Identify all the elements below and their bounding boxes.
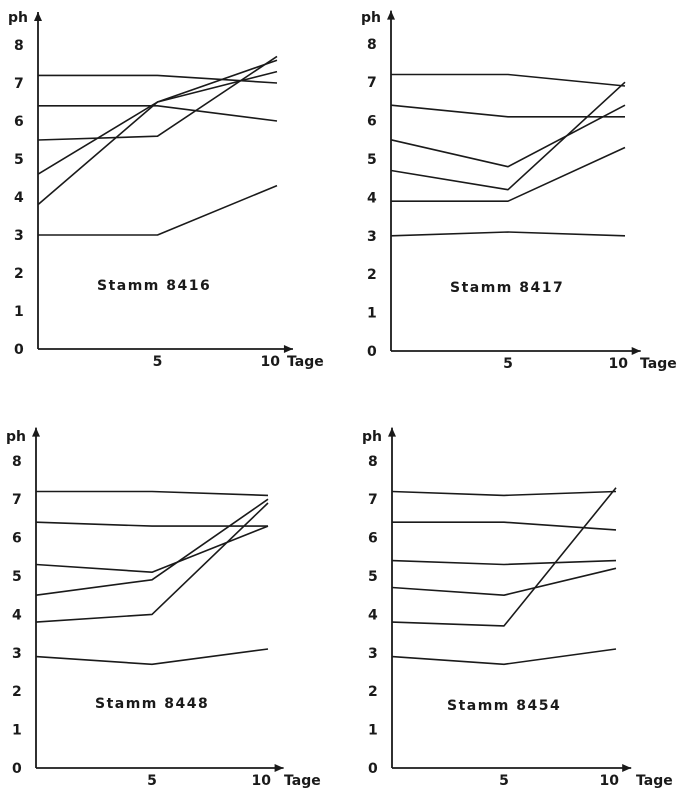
series-line bbox=[36, 490, 269, 497]
series-line bbox=[391, 648, 617, 666]
series-line bbox=[37, 70, 278, 175]
series-line bbox=[35, 502, 269, 623]
chart-title: Stamm 8416 bbox=[97, 278, 211, 294]
x-tick-label: 10 bbox=[261, 354, 281, 370]
y-tick-label: 3 bbox=[12, 646, 22, 662]
x-tick-label: 10 bbox=[609, 356, 629, 372]
y-tick-label: 7 bbox=[14, 76, 24, 92]
x-tick-label: 10 bbox=[600, 773, 620, 788]
y-tick-label: 4 bbox=[14, 190, 24, 206]
y-tick-label: 7 bbox=[367, 75, 377, 91]
y-tick-label: 0 bbox=[367, 344, 377, 360]
series-line bbox=[391, 559, 617, 566]
x-axis-arrow bbox=[622, 764, 632, 772]
y-tick-label: 1 bbox=[12, 723, 22, 739]
y-tick-label: 5 bbox=[12, 569, 22, 585]
x-tick-label: 5 bbox=[147, 773, 157, 788]
y-axis-arrow bbox=[34, 12, 42, 21]
x-tick-label: 5 bbox=[503, 356, 513, 372]
series-line bbox=[391, 490, 617, 497]
y-tick-label: 4 bbox=[367, 190, 377, 206]
x-tick-label: 5 bbox=[153, 354, 163, 370]
y-tick-label: 8 bbox=[12, 454, 22, 470]
y-tick-label: 5 bbox=[14, 152, 24, 168]
y-axis-arrow bbox=[32, 427, 40, 437]
series-line bbox=[37, 59, 278, 206]
y-tick-label: 3 bbox=[14, 228, 24, 244]
y-tick-label: 3 bbox=[367, 229, 377, 245]
series-line bbox=[37, 55, 278, 141]
series-line bbox=[35, 498, 269, 596]
y-tick-label: 4 bbox=[12, 607, 22, 623]
x-tick-label: 5 bbox=[499, 773, 509, 788]
y-tick-label: 5 bbox=[368, 569, 378, 585]
y-axis-arrow bbox=[388, 427, 396, 437]
series-line bbox=[38, 74, 278, 84]
x-axis-arrow bbox=[274, 764, 284, 772]
y-tick-label: 8 bbox=[14, 38, 24, 54]
y-tick-label: 5 bbox=[367, 152, 377, 168]
y-tick-label: 1 bbox=[368, 723, 378, 739]
x-axis-label: Tage bbox=[287, 354, 324, 370]
chart-title: Stamm 8448 bbox=[95, 696, 209, 712]
series-line bbox=[391, 73, 626, 87]
y-tick-label: 3 bbox=[368, 646, 378, 662]
y-tick-label: 4 bbox=[368, 607, 378, 623]
x-axis-label: Tage bbox=[636, 773, 673, 788]
y-axis-label: ph bbox=[362, 429, 382, 445]
y-tick-label: 1 bbox=[14, 304, 24, 320]
series-line bbox=[35, 525, 269, 574]
y-tick-label: 2 bbox=[367, 267, 377, 283]
series-line bbox=[391, 146, 626, 202]
y-axis-label: ph bbox=[361, 10, 381, 26]
x-axis-arrow bbox=[631, 347, 641, 355]
y-axis-arrow bbox=[387, 10, 395, 20]
series-line bbox=[391, 567, 617, 597]
y-tick-label: 8 bbox=[368, 454, 378, 470]
series-line bbox=[390, 104, 625, 118]
series-line bbox=[390, 231, 626, 237]
y-tick-label: 6 bbox=[14, 114, 24, 130]
series-line bbox=[390, 81, 626, 191]
y-tick-label: 2 bbox=[14, 266, 24, 282]
x-tick-label: 10 bbox=[252, 773, 272, 788]
series-line bbox=[38, 105, 278, 122]
chart-title: Stamm 8454 bbox=[447, 698, 561, 714]
series-line bbox=[391, 487, 617, 627]
series-line bbox=[38, 184, 278, 236]
y-tick-label: 7 bbox=[368, 492, 378, 508]
y-tick-label: 8 bbox=[367, 37, 377, 53]
y-tick-label: 6 bbox=[368, 531, 378, 547]
x-axis-label: Tage bbox=[640, 356, 677, 372]
series-line bbox=[390, 104, 626, 168]
y-tick-label: 7 bbox=[12, 492, 22, 508]
y-tick-label: 6 bbox=[12, 531, 22, 547]
y-axis-label: ph bbox=[6, 429, 26, 445]
y-tick-label: 0 bbox=[12, 761, 22, 777]
y-tick-label: 0 bbox=[368, 761, 378, 777]
y-tick-label: 1 bbox=[367, 306, 377, 322]
y-tick-label: 0 bbox=[14, 342, 24, 358]
y-tick-label: 6 bbox=[367, 114, 377, 130]
series-line bbox=[392, 521, 617, 531]
y-tick-label: 2 bbox=[368, 684, 378, 700]
x-axis-label: Tage bbox=[284, 773, 321, 788]
y-axis-label: ph bbox=[8, 10, 28, 26]
chart-title: Stamm 8417 bbox=[450, 280, 564, 296]
y-tick-label: 2 bbox=[12, 684, 22, 700]
x-axis-arrow bbox=[283, 345, 293, 353]
series-line bbox=[35, 648, 269, 666]
